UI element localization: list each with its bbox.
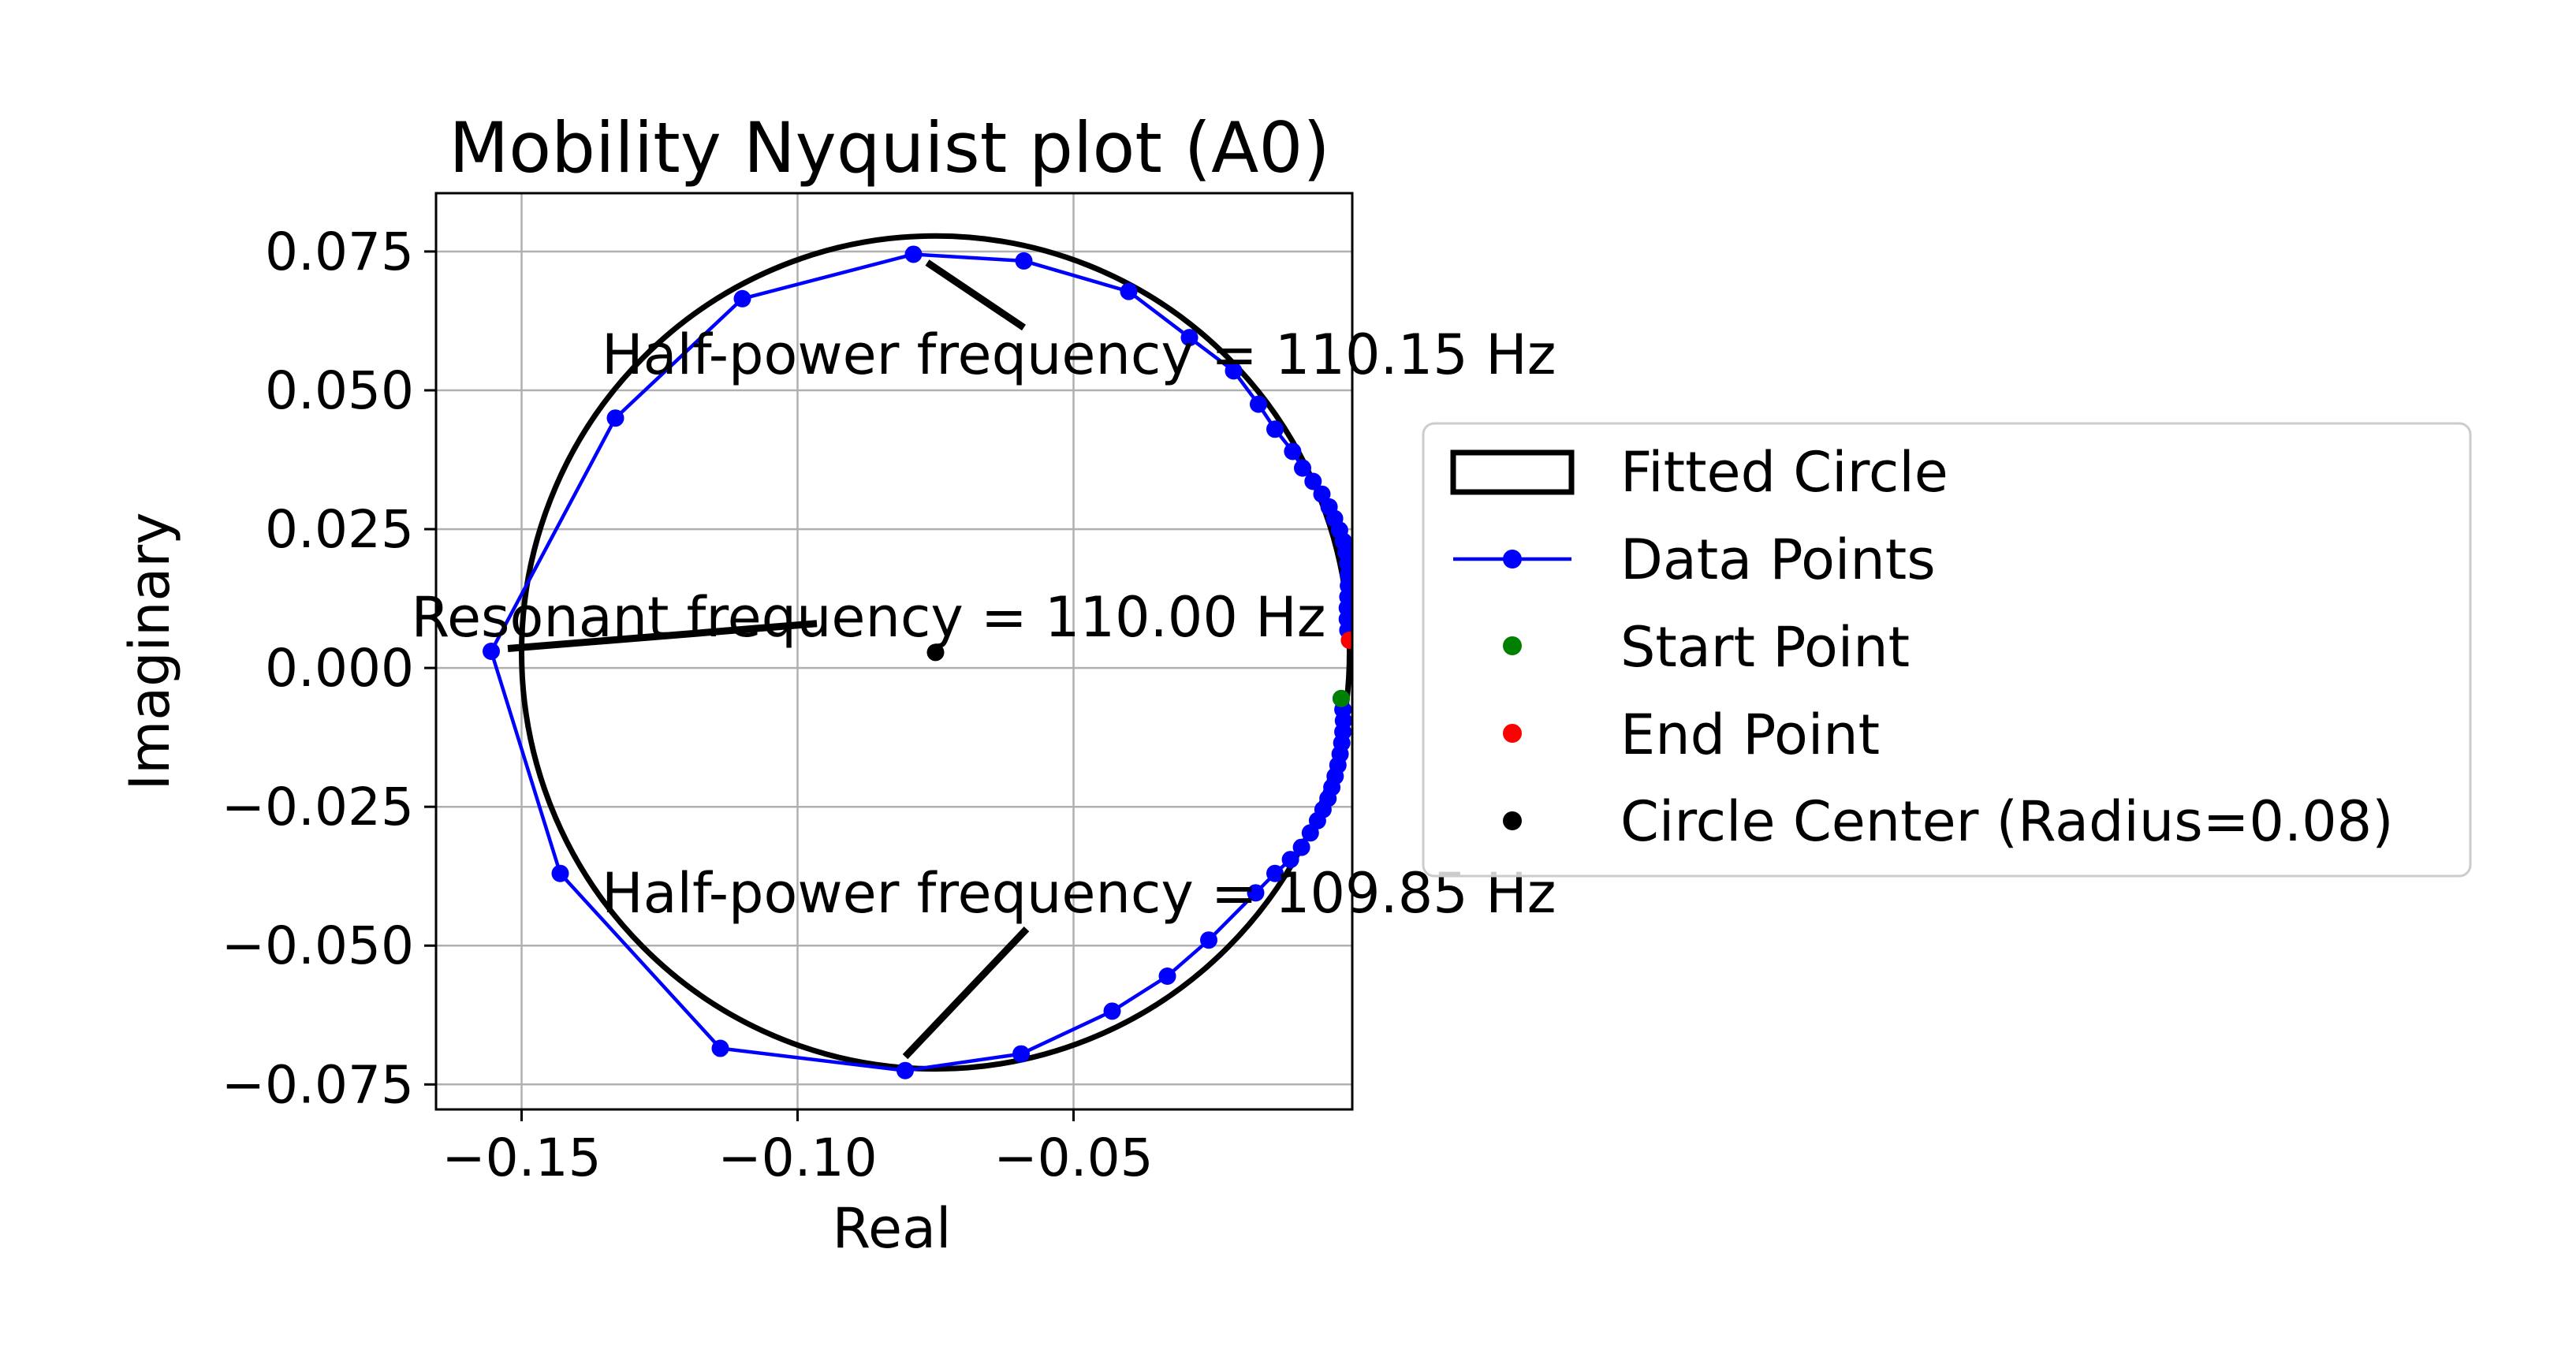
annotation-label: Half-power frequency = 110.15 Hz bbox=[602, 322, 1556, 387]
data-point bbox=[606, 409, 624, 427]
legend-circle-center-marker bbox=[1503, 811, 1522, 830]
data-point bbox=[1313, 485, 1331, 503]
y-tick-label: −0.025 bbox=[222, 777, 414, 837]
annotation-arrow bbox=[902, 926, 1030, 1060]
annotation-arrow bbox=[507, 620, 818, 652]
data-point bbox=[1284, 442, 1302, 460]
data-point bbox=[1103, 1002, 1121, 1020]
data-point bbox=[897, 1061, 914, 1079]
data-point bbox=[904, 245, 923, 263]
y-tick-label: −0.050 bbox=[222, 915, 414, 976]
data-point bbox=[1266, 864, 1284, 882]
data-point bbox=[1292, 838, 1310, 856]
legend-label-data-points: Data Points bbox=[1620, 528, 1936, 592]
chart-title: Mobility Nyquist plot (A0) bbox=[449, 107, 1329, 188]
y-tick-label: 0.050 bbox=[265, 360, 414, 421]
y-tick-label: 0.025 bbox=[265, 499, 414, 560]
legend-label-circle-center: Circle Center (Radius=0.08) bbox=[1620, 789, 2394, 854]
plot-area-frame bbox=[434, 192, 1354, 1111]
data-point bbox=[1200, 931, 1217, 949]
data-point bbox=[483, 643, 500, 660]
annotation-label: Half-power frequency = 109.85 Hz bbox=[602, 861, 1556, 926]
legend-start-point-marker bbox=[1503, 636, 1522, 655]
data-point bbox=[1247, 884, 1265, 902]
data-point bbox=[1294, 459, 1311, 477]
annotation-label: Resonant frequency = 110.00 Hz bbox=[412, 585, 1326, 650]
legend-fitted-circle-swatch bbox=[1450, 449, 1575, 495]
legend-end-point-marker bbox=[1503, 724, 1522, 743]
end-point-marker bbox=[1340, 631, 1352, 649]
data-point bbox=[1301, 824, 1319, 842]
annotation-texts: Half-power frequency = 110.15 Hz Resonant… bbox=[412, 322, 1556, 926]
annotation-lines bbox=[507, 259, 1030, 1060]
y-tick-label: 0.075 bbox=[265, 222, 414, 282]
data-point bbox=[1015, 252, 1033, 270]
y-tick-label: −0.075 bbox=[222, 1054, 414, 1115]
data-point bbox=[551, 864, 569, 882]
data-point bbox=[1304, 472, 1322, 490]
legend-frame bbox=[1422, 422, 2472, 878]
x-tick-label: −0.15 bbox=[442, 1128, 601, 1188]
y-axis-ticks: 0.075 0.050 0.025 0.000 −0.025 −0.050 −0.075 bbox=[222, 222, 436, 1115]
y-tick-label: 0.000 bbox=[265, 638, 414, 699]
data-point bbox=[1158, 967, 1176, 985]
legend-label-end-point: End Point bbox=[1620, 703, 1880, 767]
x-tick-label: −0.10 bbox=[718, 1128, 877, 1188]
data-point-markers bbox=[483, 245, 1352, 1079]
data-point bbox=[1281, 851, 1299, 869]
data-point bbox=[1120, 282, 1138, 300]
data-point bbox=[733, 289, 751, 308]
data-point bbox=[1266, 420, 1284, 438]
legend-label-fitted-circle: Fitted Circle bbox=[1620, 440, 1948, 505]
data-point bbox=[1012, 1045, 1030, 1063]
data-point bbox=[1225, 362, 1243, 380]
grid bbox=[436, 193, 1352, 1109]
legend-label-start-point: Start Point bbox=[1620, 615, 1910, 680]
legend: Fitted Circle Data Points Start Point En… bbox=[1422, 422, 2472, 878]
start-point-marker bbox=[1333, 689, 1350, 707]
data-point bbox=[711, 1039, 729, 1057]
circle-center-marker bbox=[926, 643, 945, 662]
fitted-circle bbox=[519, 233, 1352, 1072]
x-axis-ticks: −0.15 −0.10 −0.05 bbox=[442, 1109, 1154, 1188]
x-axis-label: Real bbox=[833, 1196, 952, 1261]
data-point bbox=[1250, 395, 1267, 413]
y-axis-label: Imaginary bbox=[117, 512, 182, 790]
legend-data-points-marker bbox=[1503, 550, 1522, 569]
data-point bbox=[1180, 329, 1199, 347]
annotation-arrow bbox=[925, 259, 1027, 331]
x-tick-label: −0.05 bbox=[993, 1128, 1153, 1188]
